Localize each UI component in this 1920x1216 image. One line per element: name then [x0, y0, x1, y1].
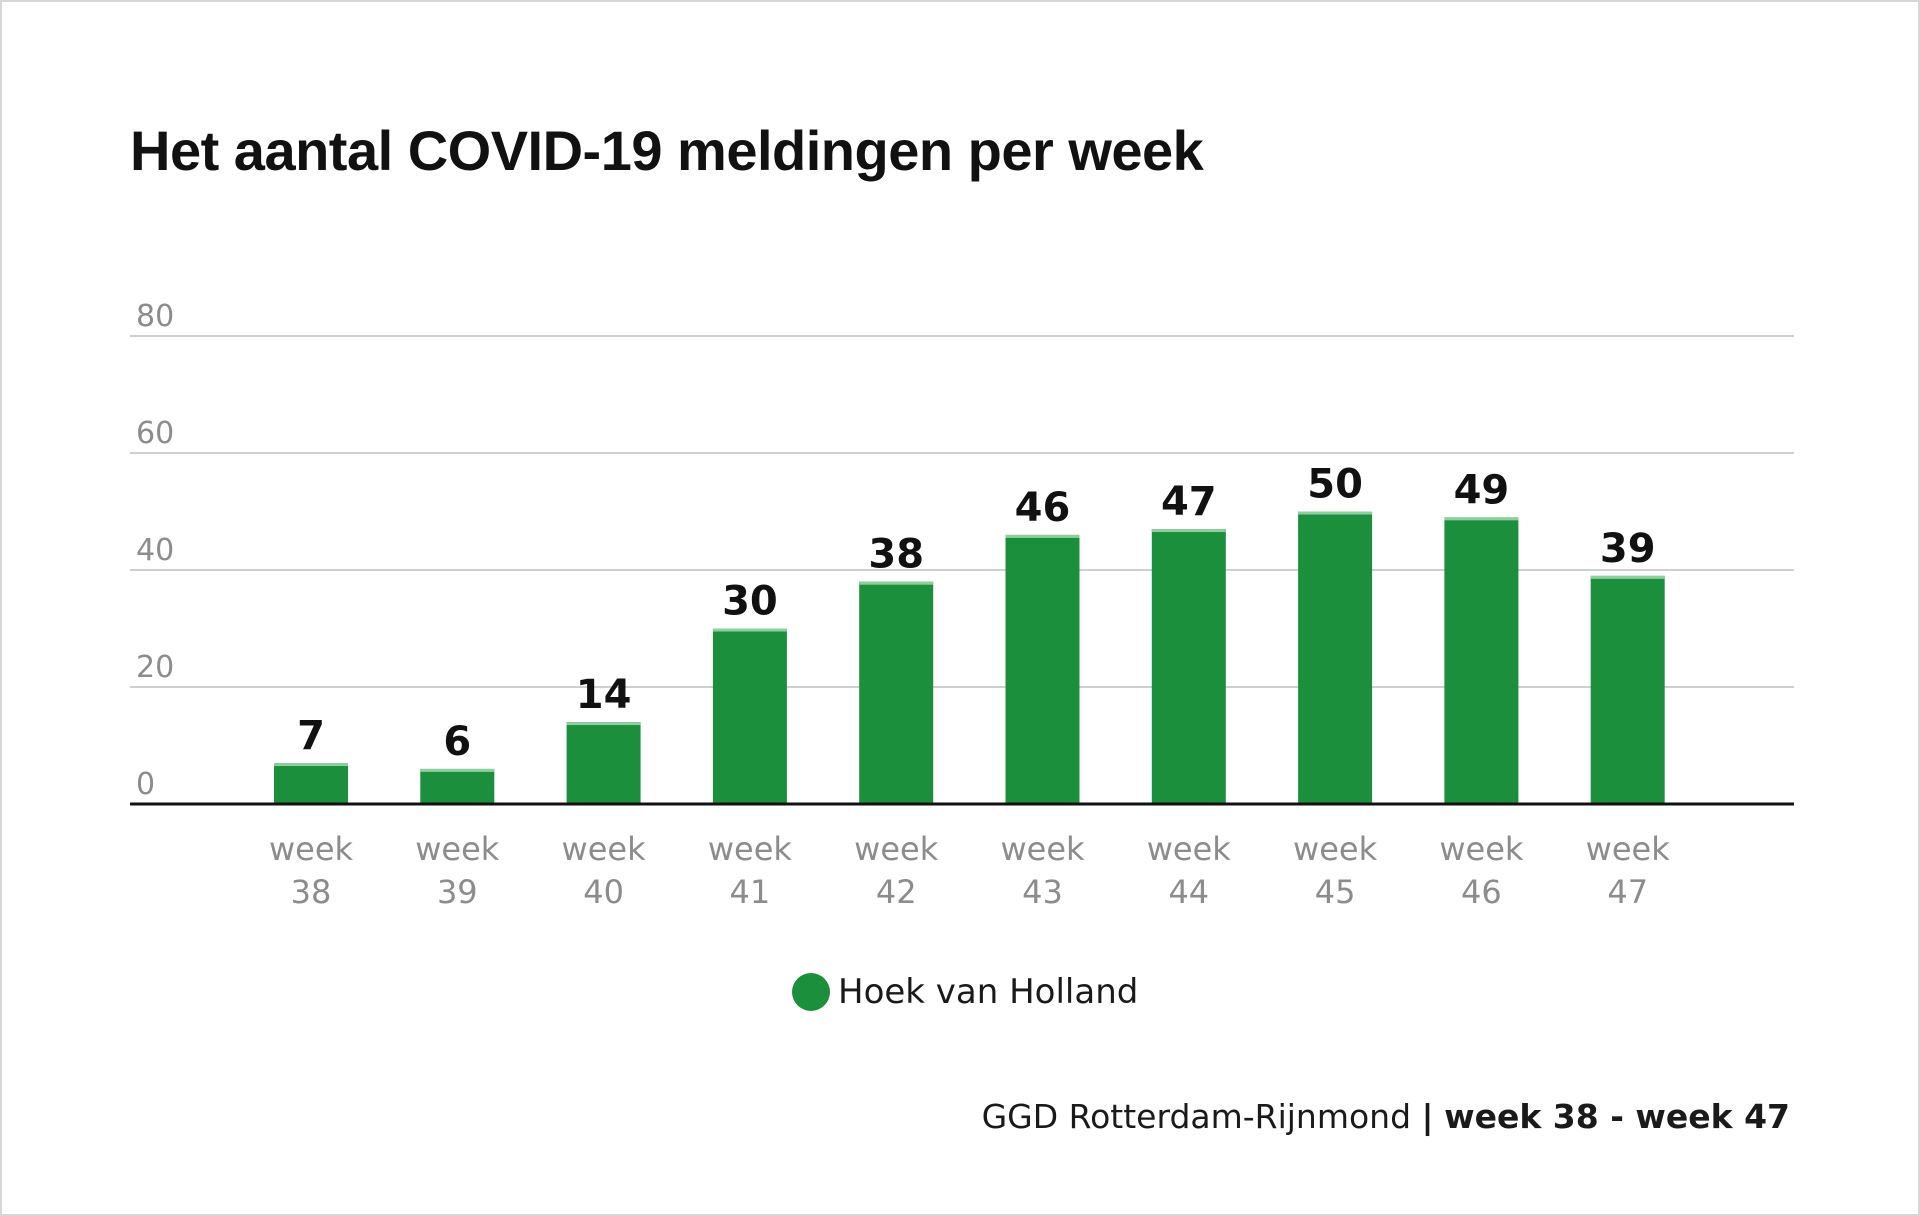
bar-top-highlight	[1444, 517, 1519, 521]
y-tick-label: 60	[136, 416, 174, 451]
bar-value-label: 7	[297, 713, 325, 759]
value-labels: 7 6 14 30 38 46 47 50 49 39	[297, 462, 1655, 765]
x-tick-label: week	[1586, 830, 1671, 868]
x-tick-label: week	[1000, 830, 1085, 868]
bar-top-highlight	[712, 628, 787, 632]
bar-value-label: 6	[443, 719, 471, 765]
x-tick-label: week	[1439, 830, 1524, 868]
bar-top-highlight	[420, 768, 495, 772]
x-tick-label-number: 42	[876, 873, 917, 911]
bar-value-label: 49	[1454, 467, 1510, 513]
bar-value-label: 30	[722, 579, 778, 625]
bar-top-highlight	[1590, 575, 1665, 579]
y-axis-ticks: 0 20 40 60 80	[136, 299, 174, 802]
y-tick-label: 20	[136, 650, 174, 685]
x-axis-labels: week 38 week 39 week 40 week 41 week 42 week 43 week…	[269, 830, 1670, 911]
x-tick-label-number: 41	[730, 873, 771, 911]
bar	[274, 763, 348, 804]
bar-value-label: 38	[868, 532, 924, 578]
y-tick-label: 80	[136, 299, 174, 334]
gridlines	[130, 335, 1794, 688]
x-tick-label: week	[1293, 830, 1378, 868]
bar-top-highlight	[566, 722, 641, 726]
legend-label: Hoek van Holland	[838, 972, 1139, 1012]
bar	[566, 722, 641, 804]
x-tick-label-number: 47	[1607, 873, 1648, 911]
source-range: week 38 - week 47	[1444, 1097, 1790, 1136]
source-note: GGD Rotterdam-Rijnmond | week 38 - week …	[982, 1097, 1790, 1136]
y-tick-label: 40	[136, 533, 174, 568]
x-tick-label-number: 40	[583, 873, 624, 911]
bar-value-label: 14	[576, 672, 632, 718]
bar-value-label: 39	[1600, 526, 1656, 572]
x-tick-label: week	[269, 830, 354, 868]
bar	[420, 768, 495, 804]
bar-top-highlight	[1005, 534, 1080, 538]
bar-top-highlight	[274, 763, 348, 767]
bar	[859, 581, 934, 804]
source-separator: |	[1421, 1097, 1434, 1136]
source-name: GGD Rotterdam-Rijnmond	[981, 1097, 1412, 1136]
bar	[712, 628, 787, 804]
x-tick-label: week	[854, 830, 939, 868]
bar	[1444, 517, 1519, 804]
bar	[1005, 534, 1080, 804]
y-tick-label: 0	[136, 767, 155, 802]
x-tick-label: week	[1147, 830, 1232, 868]
bar-value-label: 50	[1307, 462, 1363, 508]
bars	[274, 511, 1665, 804]
bar-top-highlight	[1151, 529, 1226, 533]
chart-title: Het aantal COVID-19 meldingen per week	[130, 119, 1204, 182]
x-tick-label: week	[708, 830, 793, 868]
x-tick-label-number: 45	[1315, 873, 1356, 911]
legend-swatch-icon	[792, 973, 830, 1011]
x-tick-label-number: 46	[1461, 873, 1502, 911]
x-tick-label-number: 38	[291, 873, 332, 911]
x-tick-label-number: 39	[437, 873, 478, 911]
x-tick-label-number: 43	[1022, 873, 1063, 911]
x-tick-label-number: 44	[1168, 873, 1209, 911]
bar	[1590, 575, 1665, 804]
legend: Hoek van Holland	[792, 972, 1138, 1012]
bar	[1298, 511, 1373, 804]
bar-top-highlight	[1298, 511, 1373, 515]
bar	[1151, 529, 1226, 804]
x-tick-label: week	[415, 830, 500, 868]
bar-top-highlight	[859, 581, 934, 585]
bar-value-label: 46	[1015, 485, 1071, 531]
x-tick-label: week	[562, 830, 647, 868]
bar-value-label: 47	[1161, 479, 1217, 525]
